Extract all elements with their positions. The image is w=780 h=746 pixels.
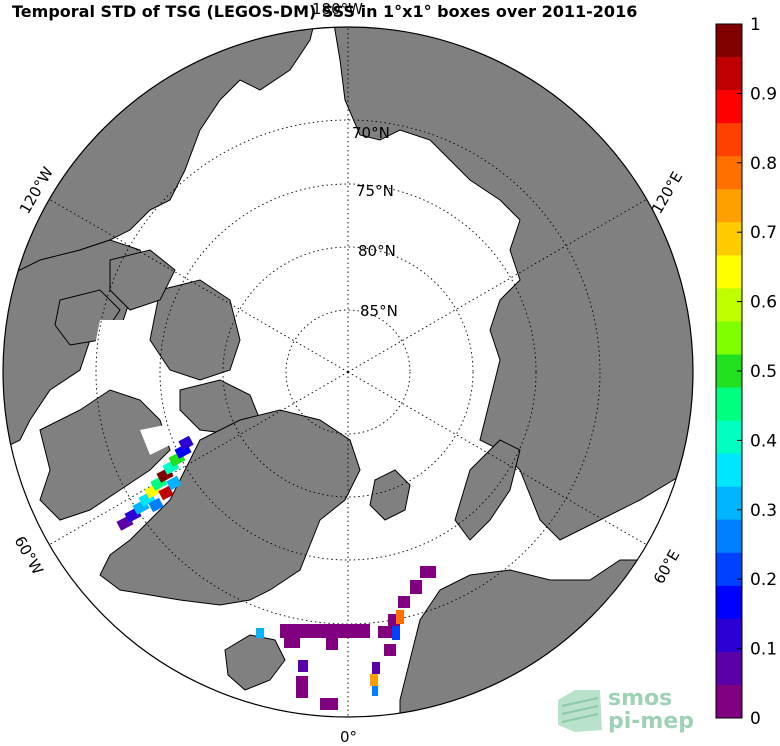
colorbar-segment bbox=[716, 651, 742, 686]
colorbar-segment bbox=[716, 420, 742, 455]
logo-line2: pi-mep bbox=[608, 709, 694, 734]
logo-line1: smos bbox=[608, 686, 672, 711]
colorbar-segment bbox=[716, 255, 742, 289]
lon-label-180: 180°W bbox=[312, 0, 363, 18]
data-cell bbox=[158, 485, 174, 501]
colorbar-segment bbox=[716, 552, 742, 587]
lat-label-70: 70°N bbox=[352, 124, 390, 142]
colorbar-tick-label: 0.1 bbox=[750, 640, 777, 660]
data-cell bbox=[284, 638, 300, 648]
lat-label-85: 85°N bbox=[360, 302, 398, 320]
data-cell bbox=[326, 638, 338, 650]
colorbar-segment bbox=[716, 24, 742, 58]
colorbar-tick-label: 0.5 bbox=[750, 362, 777, 382]
colorbar-tick-label: 0.2 bbox=[750, 570, 777, 590]
data-cell bbox=[378, 626, 392, 638]
colorbar-tick-label: 0.3 bbox=[750, 501, 777, 521]
channel-a bbox=[95, 320, 140, 360]
parallel-85 bbox=[285, 309, 411, 435]
data-cell bbox=[384, 644, 396, 656]
data-cell bbox=[178, 435, 194, 451]
land-svalbard bbox=[369, 469, 411, 521]
colorbar-tick-label: 0.6 bbox=[750, 293, 777, 313]
data-cell bbox=[280, 624, 370, 638]
colorbar-tick-label: 1 bbox=[750, 15, 761, 35]
colorbar-segment bbox=[716, 387, 742, 422]
meridian-lines bbox=[48, 27, 648, 717]
lon-label-60e: 60°E bbox=[650, 547, 684, 587]
colorbar-tick-label: 0.7 bbox=[750, 223, 777, 243]
lon-label-120e: 120°E bbox=[648, 169, 686, 217]
land-iceland bbox=[224, 634, 286, 691]
land-baffin bbox=[39, 389, 171, 521]
smos-pimep-logo: smos pi-mep bbox=[558, 686, 694, 734]
colorbar-segment bbox=[716, 222, 742, 256]
data-cell bbox=[298, 660, 308, 672]
colorbar-segment bbox=[716, 519, 742, 554]
colorbar-segment bbox=[716, 90, 742, 124]
colorbar-segment bbox=[716, 288, 742, 322]
lat-label-80: 80°N bbox=[358, 242, 396, 260]
data-cell bbox=[420, 566, 436, 578]
land-ellesmere bbox=[149, 279, 241, 381]
data-cell bbox=[296, 676, 308, 698]
map-boundary bbox=[2, 26, 694, 718]
data-cell bbox=[398, 596, 410, 608]
chart-title: Temporal STD of TSG (LEGOS-DM) SSS in 1°… bbox=[12, 2, 638, 21]
land-novaya-zemlya bbox=[454, 439, 521, 541]
data-cell bbox=[166, 475, 182, 491]
logo-waves bbox=[561, 697, 599, 723]
data-cell bbox=[410, 580, 422, 594]
colorbar-segment bbox=[716, 486, 742, 521]
data-cell bbox=[148, 497, 164, 513]
colorbar-tick-label: 0.9 bbox=[750, 84, 777, 104]
colorbar-segment bbox=[716, 156, 742, 190]
colorbar-tick-label: 0.8 bbox=[750, 154, 777, 174]
land-greenland bbox=[99, 409, 361, 606]
data-cell bbox=[392, 626, 400, 640]
land-islands-a bbox=[109, 249, 176, 311]
colorbar-segment bbox=[716, 123, 742, 157]
colorbar-segment bbox=[716, 189, 742, 223]
data-cell bbox=[320, 698, 338, 710]
sss-std-cells bbox=[116, 435, 436, 710]
parallel-70 bbox=[95, 119, 601, 625]
colorbar-segment bbox=[716, 618, 742, 653]
data-cell bbox=[372, 662, 380, 674]
colorbar-segment bbox=[716, 453, 742, 488]
lat-label-75: 75°N bbox=[356, 182, 394, 200]
colorbar: 0 0.1 0.2 0.3 0.4 0.5 0.6 0.7 0.8 0.9 1 bbox=[715, 15, 777, 729]
parallel-75 bbox=[159, 183, 537, 561]
colorbar-segment bbox=[716, 57, 742, 91]
colorbar-segment bbox=[716, 585, 742, 620]
data-cell bbox=[372, 686, 378, 696]
data-cell bbox=[396, 610, 404, 624]
data-cell bbox=[256, 628, 264, 638]
data-cell bbox=[370, 674, 378, 686]
lon-label-0: 0° bbox=[340, 728, 357, 746]
colorbar-tick-label: 0 bbox=[750, 709, 761, 729]
colorbar-segment bbox=[716, 684, 742, 719]
colorbar-tick-label: 0.4 bbox=[750, 431, 777, 451]
parallel-80 bbox=[222, 246, 474, 498]
colorbar-segment bbox=[716, 321, 742, 355]
lon-label-60w: 60°W bbox=[11, 533, 47, 578]
channel-b bbox=[140, 425, 170, 455]
parallel-lines bbox=[95, 119, 601, 625]
